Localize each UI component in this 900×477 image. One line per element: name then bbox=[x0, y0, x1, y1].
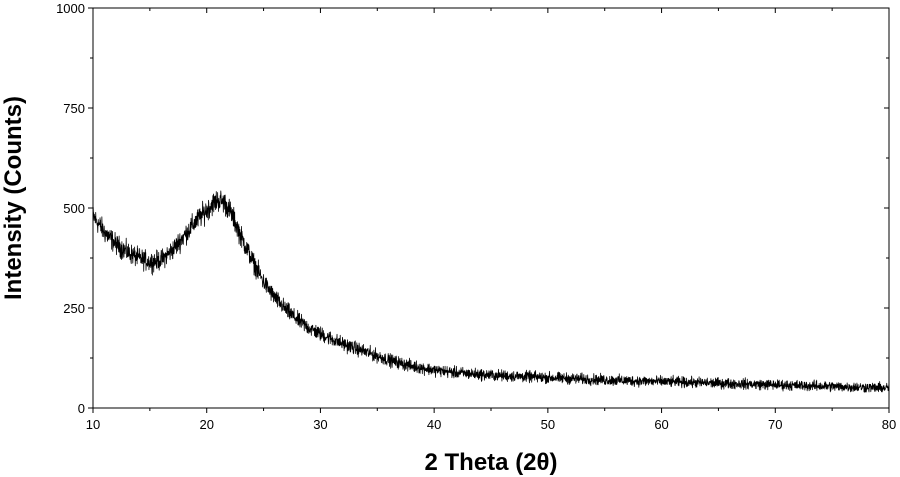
y-tick-label: 500 bbox=[63, 201, 85, 216]
y-axis-title: Intensity (Counts) bbox=[0, 96, 27, 300]
x-tick-label: 50 bbox=[541, 417, 555, 432]
x-tick-label: 40 bbox=[427, 417, 441, 432]
y-tick-label: 0 bbox=[78, 401, 85, 416]
y-tick-label: 1000 bbox=[56, 1, 85, 16]
x-tick-label: 70 bbox=[768, 417, 782, 432]
axis-ticks bbox=[88, 7, 890, 413]
x-axis-title: 2 Theta (2θ) bbox=[425, 449, 558, 476]
series-line bbox=[92, 190, 890, 393]
y-tick-label: 250 bbox=[63, 301, 85, 316]
x-tick-label: 30 bbox=[313, 417, 327, 432]
tick-labels: 10 20 30 40 50 60 70 80 0 250 500 750 1000 bbox=[56, 1, 896, 432]
x-tick-label: 60 bbox=[654, 417, 668, 432]
y-tick-label: 750 bbox=[63, 101, 85, 116]
x-tick-label: 80 bbox=[882, 417, 896, 432]
x-tick-label: 20 bbox=[199, 417, 213, 432]
x-tick-label: 10 bbox=[86, 417, 100, 432]
